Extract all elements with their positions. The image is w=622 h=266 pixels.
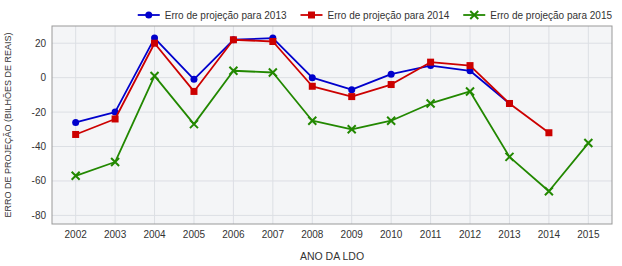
x-tick-label: 2007 <box>262 229 285 240</box>
point <box>190 88 197 95</box>
x-grid-line <box>312 26 313 224</box>
x-grid-line <box>351 26 352 224</box>
legend-entry: Erro de projeção para 2013 <box>138 10 287 21</box>
legend-marker <box>308 12 315 19</box>
data <box>72 35 593 196</box>
point <box>190 76 197 83</box>
point <box>584 139 592 147</box>
y-tick-label: -20 <box>32 107 47 118</box>
y-axis-label: ERRO DE PROJEÇÃO (BILHÕES DE REAIS) <box>3 32 13 217</box>
legend-label: Erro de projeção para 2013 <box>165 10 287 21</box>
series <box>72 36 552 138</box>
point <box>111 158 119 166</box>
legend-marker <box>145 12 152 19</box>
x-grid-line <box>272 26 273 224</box>
point <box>466 87 474 95</box>
point <box>545 187 553 195</box>
x-grid-line <box>154 26 155 224</box>
point <box>506 100 513 107</box>
series-line <box>76 40 549 135</box>
point <box>190 120 198 128</box>
x-tick-label: 2013 <box>498 229 521 240</box>
point <box>505 153 513 161</box>
x-tick-label: 2010 <box>380 229 403 240</box>
point <box>230 36 237 43</box>
series-line <box>76 71 589 192</box>
y-tick-label: -40 <box>32 141 47 152</box>
x-grid-line <box>233 26 234 224</box>
point <box>72 172 80 180</box>
x-axis-label: ANO DA LDO <box>300 250 364 262</box>
point <box>427 99 435 107</box>
y-tick-label: 20 <box>35 38 47 49</box>
legend-label: Erro de projeção para 2015 <box>490 10 612 21</box>
x-tick-label: 2012 <box>459 229 482 240</box>
y-grid-line <box>52 180 612 181</box>
point <box>151 72 159 80</box>
point <box>506 100 513 107</box>
legend-entry: Erro de projeção para 2014 <box>301 10 450 21</box>
legend-label: Erro de projeção para 2014 <box>328 10 450 21</box>
x-tick-label: 2008 <box>301 229 324 240</box>
point <box>229 67 237 75</box>
x-tick-label: 2015 <box>577 229 600 240</box>
legend-marker <box>470 11 478 19</box>
x-grid-line <box>509 26 510 224</box>
point <box>387 117 395 125</box>
x-grid-line <box>470 26 471 224</box>
legend: Erro de projeção para 2013 Erro de projeç… <box>138 10 613 21</box>
point <box>72 131 79 138</box>
point <box>309 83 316 90</box>
x-tick-label: 2002 <box>65 229 88 240</box>
x-tick-label: 2005 <box>183 229 206 240</box>
x-grid-line <box>588 26 589 224</box>
point <box>348 86 355 93</box>
grid <box>52 26 612 224</box>
point <box>72 119 79 126</box>
series-line <box>76 38 510 122</box>
x-tick-label: 2011 <box>420 229 442 240</box>
point <box>151 40 158 47</box>
legend-entry: Erro de projeção para 2015 <box>463 10 612 21</box>
point <box>112 115 119 122</box>
point <box>348 93 355 100</box>
point <box>230 36 237 43</box>
y-tick-label: 0 <box>40 72 46 83</box>
x-tick-label: 2006 <box>222 229 245 240</box>
x-tick-label: 2003 <box>104 229 127 240</box>
point <box>269 38 276 45</box>
point <box>427 59 434 66</box>
point <box>388 81 395 88</box>
y-grid-line <box>52 43 612 44</box>
point <box>348 125 356 133</box>
y-grid-line <box>52 146 612 147</box>
y-tick-label: -60 <box>32 175 47 186</box>
point <box>545 129 552 136</box>
x-grid-line <box>548 26 549 224</box>
plot-frame <box>52 26 612 224</box>
y-grid-line <box>52 215 612 216</box>
y-tick-label: -80 <box>32 210 47 221</box>
x-tick-label: 2004 <box>143 229 166 240</box>
x-grid-line <box>430 26 431 224</box>
point <box>309 74 316 81</box>
point <box>308 117 316 125</box>
point <box>388 71 395 78</box>
axes: -80 -60 -40 -20 0 20 2002 2003 2004 2005 2006 2007 2… <box>32 38 600 240</box>
plot-area <box>52 26 612 224</box>
point <box>269 68 277 76</box>
series <box>72 67 593 196</box>
x-grid-line <box>391 26 392 224</box>
x-tick-label: 2009 <box>341 229 364 240</box>
chart: -80 -60 -40 -20 0 20 2002 2003 2004 2005 2006 2007 2… <box>0 0 622 266</box>
x-grid-line <box>115 26 116 224</box>
point <box>467 62 474 69</box>
y-grid-line <box>52 112 612 113</box>
x-tick-label: 2014 <box>538 229 561 240</box>
